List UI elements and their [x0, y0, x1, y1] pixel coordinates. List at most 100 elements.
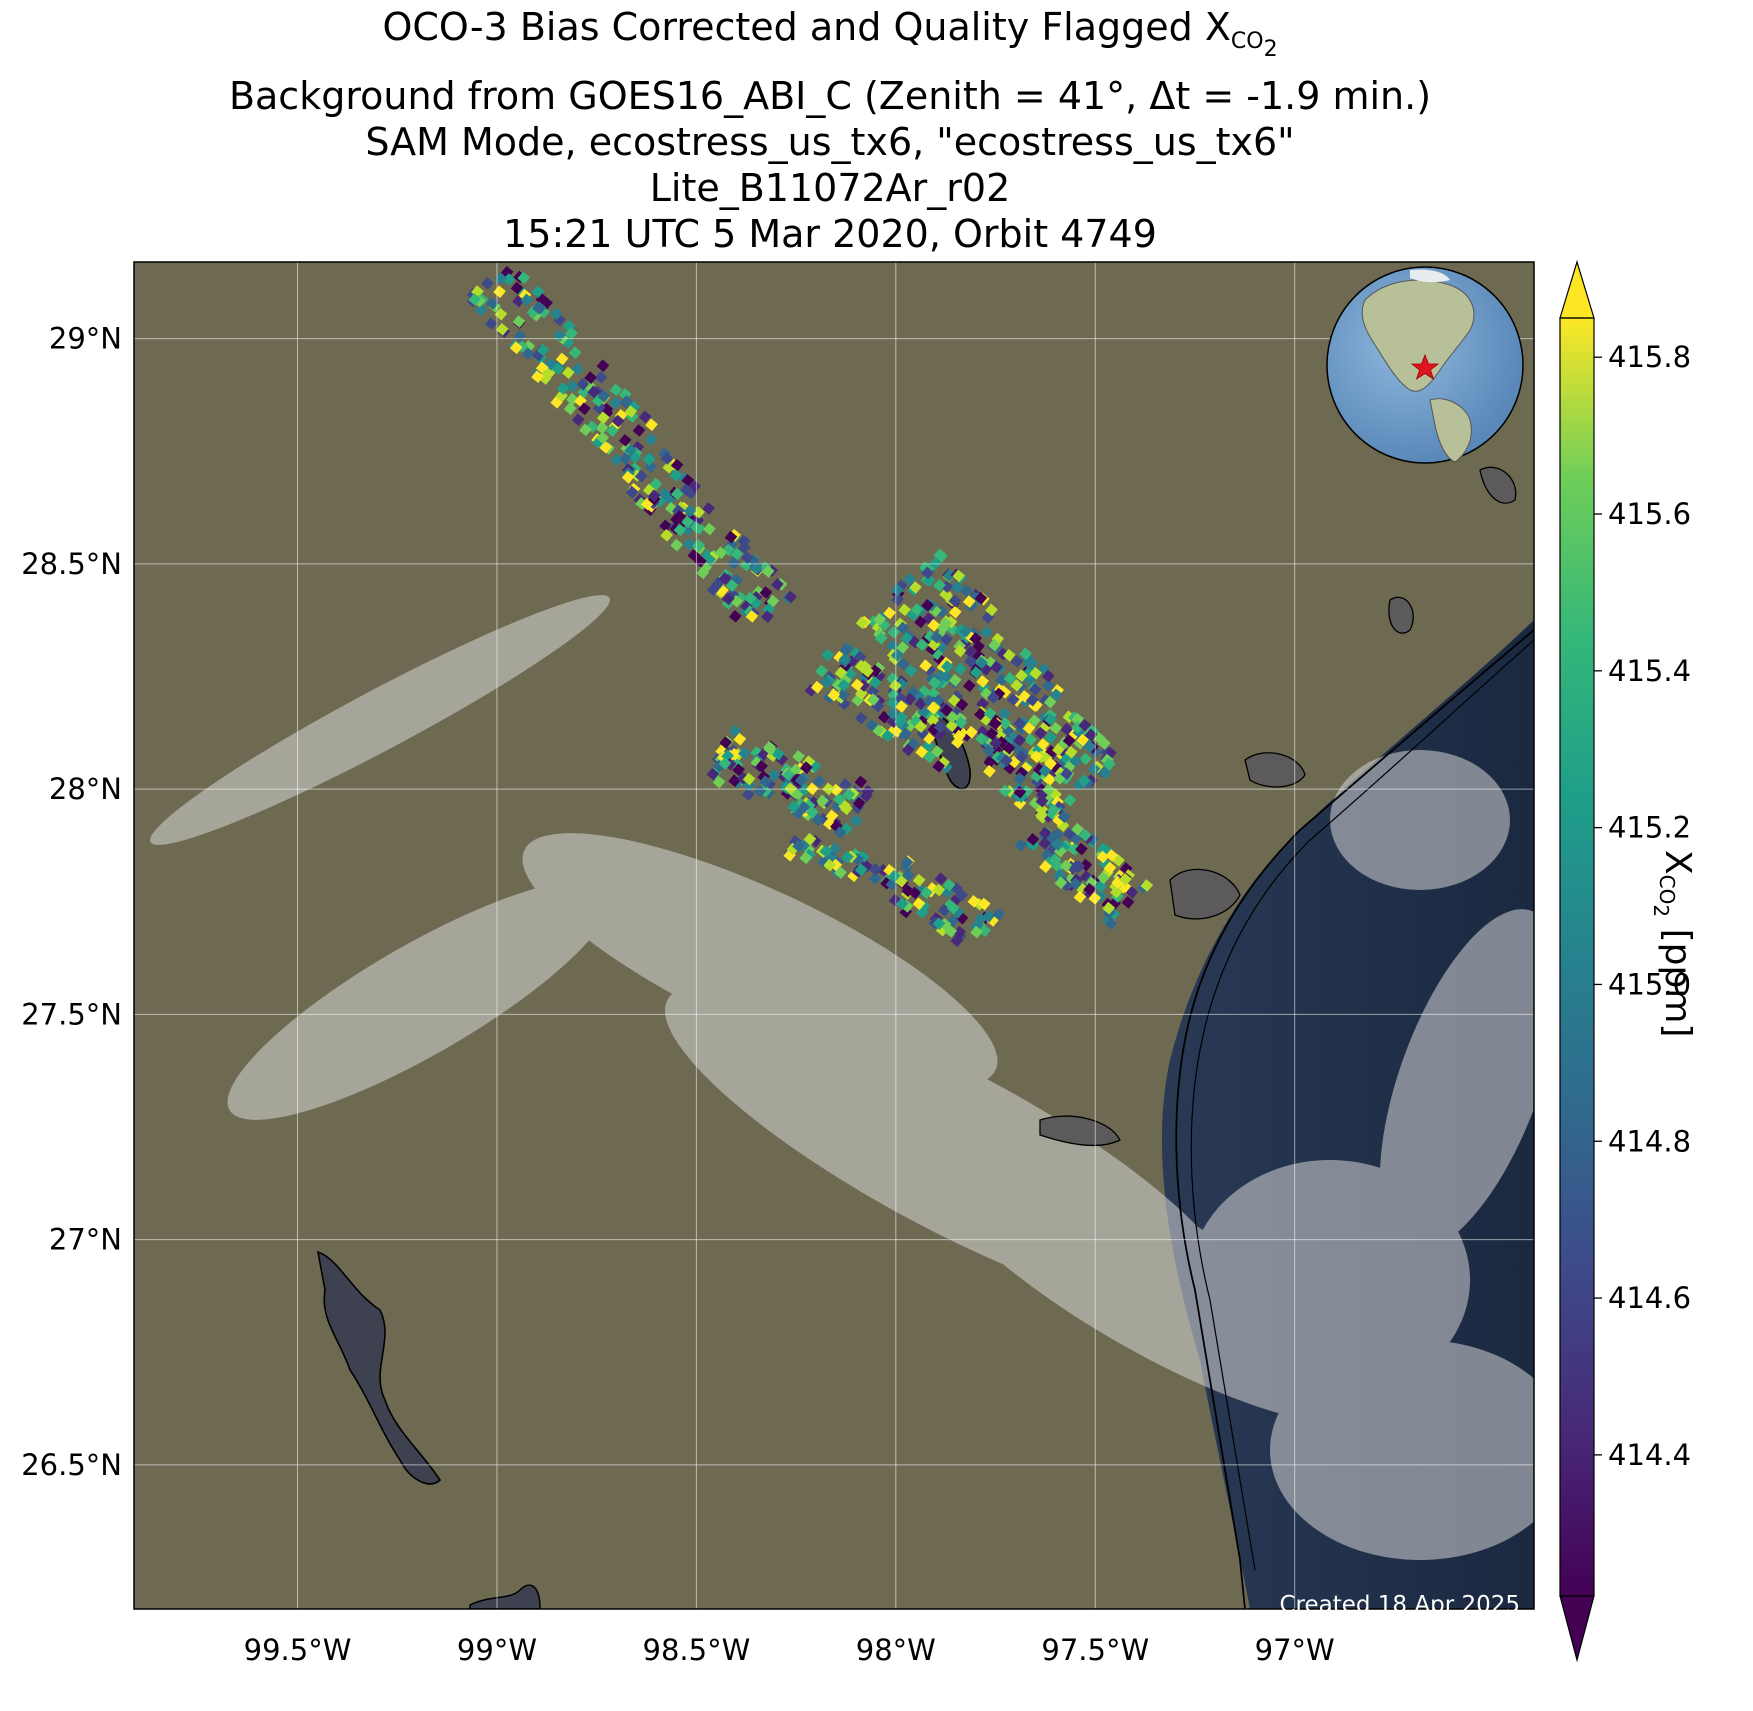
xco2-sounding — [810, 680, 824, 694]
xco2-sounding — [834, 866, 847, 879]
xco2-sounding — [955, 888, 968, 902]
map-frame — [133, 261, 1535, 1610]
xco2-sounding — [683, 504, 697, 518]
xco2-sounding — [1071, 822, 1084, 836]
xco2-sounding — [555, 352, 569, 366]
xco2-sounding — [787, 800, 800, 814]
xco2-sounding — [821, 648, 834, 662]
xco2-sounding — [596, 411, 610, 425]
xco2-sounding — [914, 697, 927, 710]
xco2-sounding — [509, 341, 523, 355]
xco2-sounding — [855, 616, 869, 630]
xco2-sounding — [920, 886, 933, 900]
xco2-sounding — [703, 522, 716, 536]
xco2-sounding — [833, 792, 846, 806]
xco2-sounding — [919, 659, 932, 672]
xco2-sounding — [618, 434, 632, 447]
xco2-sounding — [658, 487, 671, 501]
xco2-sounding — [1022, 656, 1036, 670]
southern-reservoir — [469, 1584, 541, 1609]
xco2-sounding — [722, 592, 735, 606]
xco2-sounding — [571, 413, 585, 427]
colorbar-tick-label: 414.6 — [1608, 1281, 1691, 1315]
xco2-sounding — [954, 716, 968, 729]
xco2-sounding — [851, 678, 864, 692]
xco2-sounding — [854, 775, 868, 789]
xco2-sounding — [609, 383, 623, 397]
lon-tick-label: 97°W — [1255, 1633, 1335, 1667]
xco2-sounding — [681, 515, 695, 529]
xco2-sounding — [998, 784, 1012, 798]
xco2-sounding — [896, 641, 909, 654]
xco2-sounding — [954, 662, 967, 676]
coastline — [1175, 629, 1534, 1609]
xco2-sounding — [1057, 810, 1071, 824]
xco2-sounding — [923, 750, 936, 764]
xco2-sounding — [904, 664, 918, 678]
xco2-sounding — [1102, 901, 1116, 915]
xco2-sounding — [703, 553, 717, 567]
corpus-christi-bay — [1169, 868, 1241, 920]
xco2-sounding — [1015, 750, 1028, 764]
xco2-sounding — [815, 664, 828, 678]
xco2-sounding — [944, 925, 958, 938]
xco2-sounding — [1060, 722, 1074, 736]
xco2-sounding — [985, 727, 999, 741]
xco2-sounding — [1019, 647, 1032, 661]
xco2-sounding — [930, 745, 944, 758]
lon-tick-label: 98.5°W — [643, 1633, 751, 1667]
xco2-sounding — [513, 329, 527, 343]
xco2-sounding — [833, 826, 847, 839]
xco2-sounding — [759, 586, 773, 599]
colorbar-tick-label: 415.2 — [1608, 811, 1691, 845]
xco2-sounding — [852, 796, 866, 810]
xco2-sounding — [933, 579, 946, 592]
xco2-sounding — [896, 657, 910, 671]
xco2-sounding — [660, 529, 673, 542]
xco2-sounding — [909, 581, 922, 594]
xco2-sounding — [942, 878, 956, 892]
xco2-sounding — [1039, 860, 1052, 874]
xco2-sounding — [937, 903, 951, 917]
xco2-sounding — [1013, 734, 1026, 747]
xco2-sounding — [681, 473, 695, 487]
title-line-4: Lite_B11072Ar_r02 — [649, 166, 1011, 210]
xco2-sounding — [624, 444, 637, 457]
xco2-sounding — [1104, 917, 1118, 930]
xco2-sounding — [1014, 838, 1028, 852]
xco2-sounding — [899, 727, 912, 741]
xco2-sounding — [1121, 895, 1135, 909]
gridlines — [134, 262, 1534, 1609]
falcon-reservoir — [316, 1250, 442, 1485]
xco2-sounding — [1075, 842, 1088, 856]
xco2-sounding — [955, 698, 969, 711]
xco2-sounding — [1063, 793, 1077, 807]
colorbar-max-extend — [1559, 259, 1595, 319]
xco2-sounding — [1096, 842, 1110, 856]
xco2-sounding — [1036, 738, 1050, 751]
globe-locator-icon — [1326, 266, 1524, 464]
copano-bay — [1244, 752, 1306, 788]
xco2-sounding — [819, 844, 833, 858]
xco2-sounding — [1064, 746, 1078, 759]
xco2-sounding — [982, 909, 995, 923]
xco2-sounding — [549, 307, 563, 320]
xco2-sounding — [1047, 803, 1060, 817]
xco2-sounding — [928, 676, 941, 689]
xco2-sounding — [895, 897, 909, 911]
baffin-bay — [1039, 1115, 1121, 1147]
xco2-sounding — [745, 609, 759, 623]
xco2-sounding — [1035, 808, 1048, 822]
colorbar-min-extend — [1559, 1595, 1595, 1663]
xco2-sounding — [1140, 879, 1154, 892]
title-line-1: OCO-3 Bias Corrected and Quality Flagged… — [382, 5, 1278, 62]
xco2-sounding — [1028, 714, 1041, 727]
xco2-sounding — [536, 343, 550, 357]
xco2-sounding — [620, 395, 633, 408]
xco2-sounding — [1110, 885, 1123, 899]
xco2-sounding — [1096, 871, 1110, 885]
xco2-sounding — [969, 666, 983, 679]
greenland-icon — [1410, 269, 1450, 283]
xco2-sounding — [670, 538, 683, 552]
